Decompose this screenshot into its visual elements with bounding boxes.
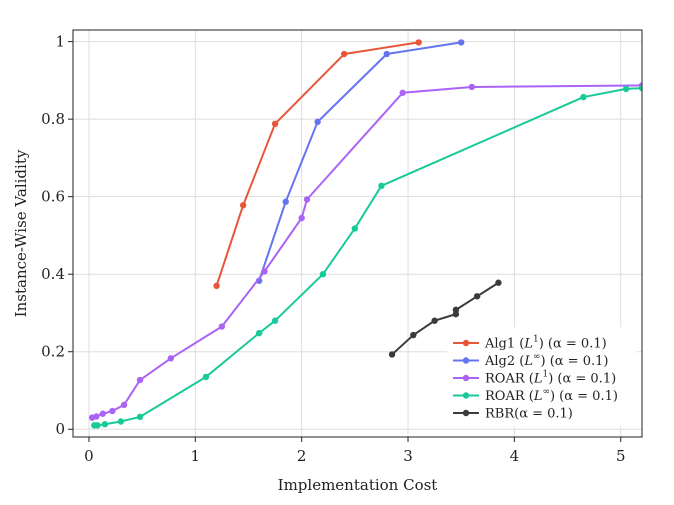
data-point: [94, 422, 101, 429]
legend-label: ROAR (L1) (α = 0.1): [485, 370, 616, 387]
y-tick-label: 1: [55, 33, 65, 51]
data-point: [319, 271, 327, 278]
y-tick-label: 0.4: [41, 265, 65, 283]
legend-entry: ROAR (L∞) (α = 0.1): [453, 387, 618, 404]
data-point: [271, 120, 279, 128]
data-point: [314, 118, 321, 126]
legend-label-rest: ) (α = 0.1): [550, 389, 618, 404]
legend-swatch-marker: [462, 374, 470, 382]
data-point: [117, 418, 125, 425]
legend-label-norm: L: [523, 337, 533, 352]
axis-ticks: 0 1 2 3 4 5 0 0.2 0.4 0.6 0.8 1: [41, 33, 625, 465]
data-point: [622, 85, 630, 93]
y-tick-label: 0.8: [41, 110, 65, 128]
data-point: [218, 323, 226, 330]
x-tick-label: 5: [616, 447, 626, 465]
data-point: [495, 279, 502, 286]
legend-entry: Alg2 (L∞) (α = 0.1): [453, 352, 608, 369]
y-tick-label: 0: [55, 420, 65, 438]
x-tick-label: 4: [510, 447, 520, 465]
data-point: [303, 196, 311, 203]
legend-entry: RBR(α = 0.1): [453, 407, 573, 422]
legend-entry: Alg1 (L1) (α = 0.1): [453, 335, 607, 352]
data-point: [120, 401, 128, 409]
legend-label-exponent: 1: [542, 370, 548, 380]
data-point: [239, 202, 247, 209]
data-point: [298, 214, 305, 222]
data-point: [167, 355, 175, 362]
data-point: [136, 413, 144, 421]
series-alg2: [255, 39, 465, 284]
data-point: [399, 89, 406, 96]
series-rbr: [388, 279, 502, 358]
legend-label-base: ROAR (: [485, 372, 534, 387]
data-point: [93, 413, 100, 420]
legend-swatch-marker: [462, 357, 470, 364]
plot-frame: [72, 29, 643, 438]
x-tick-label: 0: [84, 447, 94, 465]
legend-label-exponent: ∞: [542, 387, 550, 397]
data-point: [378, 182, 385, 190]
series-roar-l1: [88, 82, 642, 421]
y-axis-title: Instance-Wise Validity: [12, 149, 30, 317]
legend-label-norm: L: [523, 354, 533, 369]
legend-swatch-marker: [462, 409, 470, 417]
legend-label-exponent: 1: [533, 335, 539, 345]
data-point: [261, 268, 268, 275]
data-point: [468, 83, 476, 91]
legend-label-rest: ) (α = 0.1): [548, 372, 616, 387]
legend-label-base: ROAR (: [485, 389, 534, 404]
data-point: [109, 407, 116, 415]
data-point: [282, 198, 289, 205]
series-roar-linf: [91, 84, 642, 429]
data-point: [415, 39, 422, 46]
legend-label-rest: ) (α = 0.1): [540, 354, 608, 369]
legend-label: RBR(α = 0.1): [485, 407, 573, 422]
data-point: [271, 317, 279, 324]
series-line: [258, 41, 462, 282]
legend-label-base: Alg1 (: [484, 337, 524, 352]
data-point: [383, 50, 390, 58]
data-point: [101, 421, 109, 428]
series-line: [215, 41, 419, 287]
data-point: [351, 225, 359, 232]
legend-label-rest: ) (α = 0.1): [539, 337, 607, 352]
data-point: [410, 331, 417, 339]
legend-label: ROAR (L∞) (α = 0.1): [485, 387, 618, 404]
data-point: [255, 329, 263, 337]
data-point: [457, 39, 465, 46]
x-tick-label: 1: [191, 447, 201, 465]
legend-label-base: RBR(α = 0.1): [485, 407, 573, 422]
data-point: [452, 306, 460, 314]
y-tick-label: 0.2: [41, 343, 65, 361]
series-alg1: [213, 39, 422, 290]
series-layer: [88, 39, 642, 429]
data-point: [388, 351, 396, 358]
x-tick-label: 2: [297, 447, 307, 465]
data-point: [638, 84, 642, 92]
legend-swatch-marker: [462, 339, 470, 347]
legend-swatch-marker: [462, 392, 470, 399]
x-axis-title: Implementation Cost: [278, 476, 438, 494]
legend-label: Alg2 (L∞) (α = 0.1): [484, 352, 608, 369]
data-point: [473, 293, 481, 300]
legend-label-base: Alg2 (: [484, 354, 524, 369]
y-tick-label: 0.6: [41, 188, 65, 206]
data-point: [202, 373, 210, 381]
legend: Alg1 (L1) (α = 0.1)Alg2 (L∞) (α = 0.1)RO…: [447, 327, 637, 426]
data-point: [431, 317, 438, 324]
x-tick-label: 3: [403, 447, 413, 465]
data-point: [99, 410, 106, 417]
data-point: [213, 282, 220, 290]
data-point: [136, 376, 144, 384]
legend-label: Alg1 (L1) (α = 0.1): [484, 335, 607, 352]
legend-label-exponent: ∞: [533, 352, 541, 362]
legend-entry: ROAR (L1) (α = 0.1): [453, 370, 616, 387]
data-point: [341, 50, 348, 58]
data-point: [580, 93, 587, 101]
legend-label-norm: L: [533, 372, 543, 387]
legend-label-norm: L: [533, 389, 543, 404]
